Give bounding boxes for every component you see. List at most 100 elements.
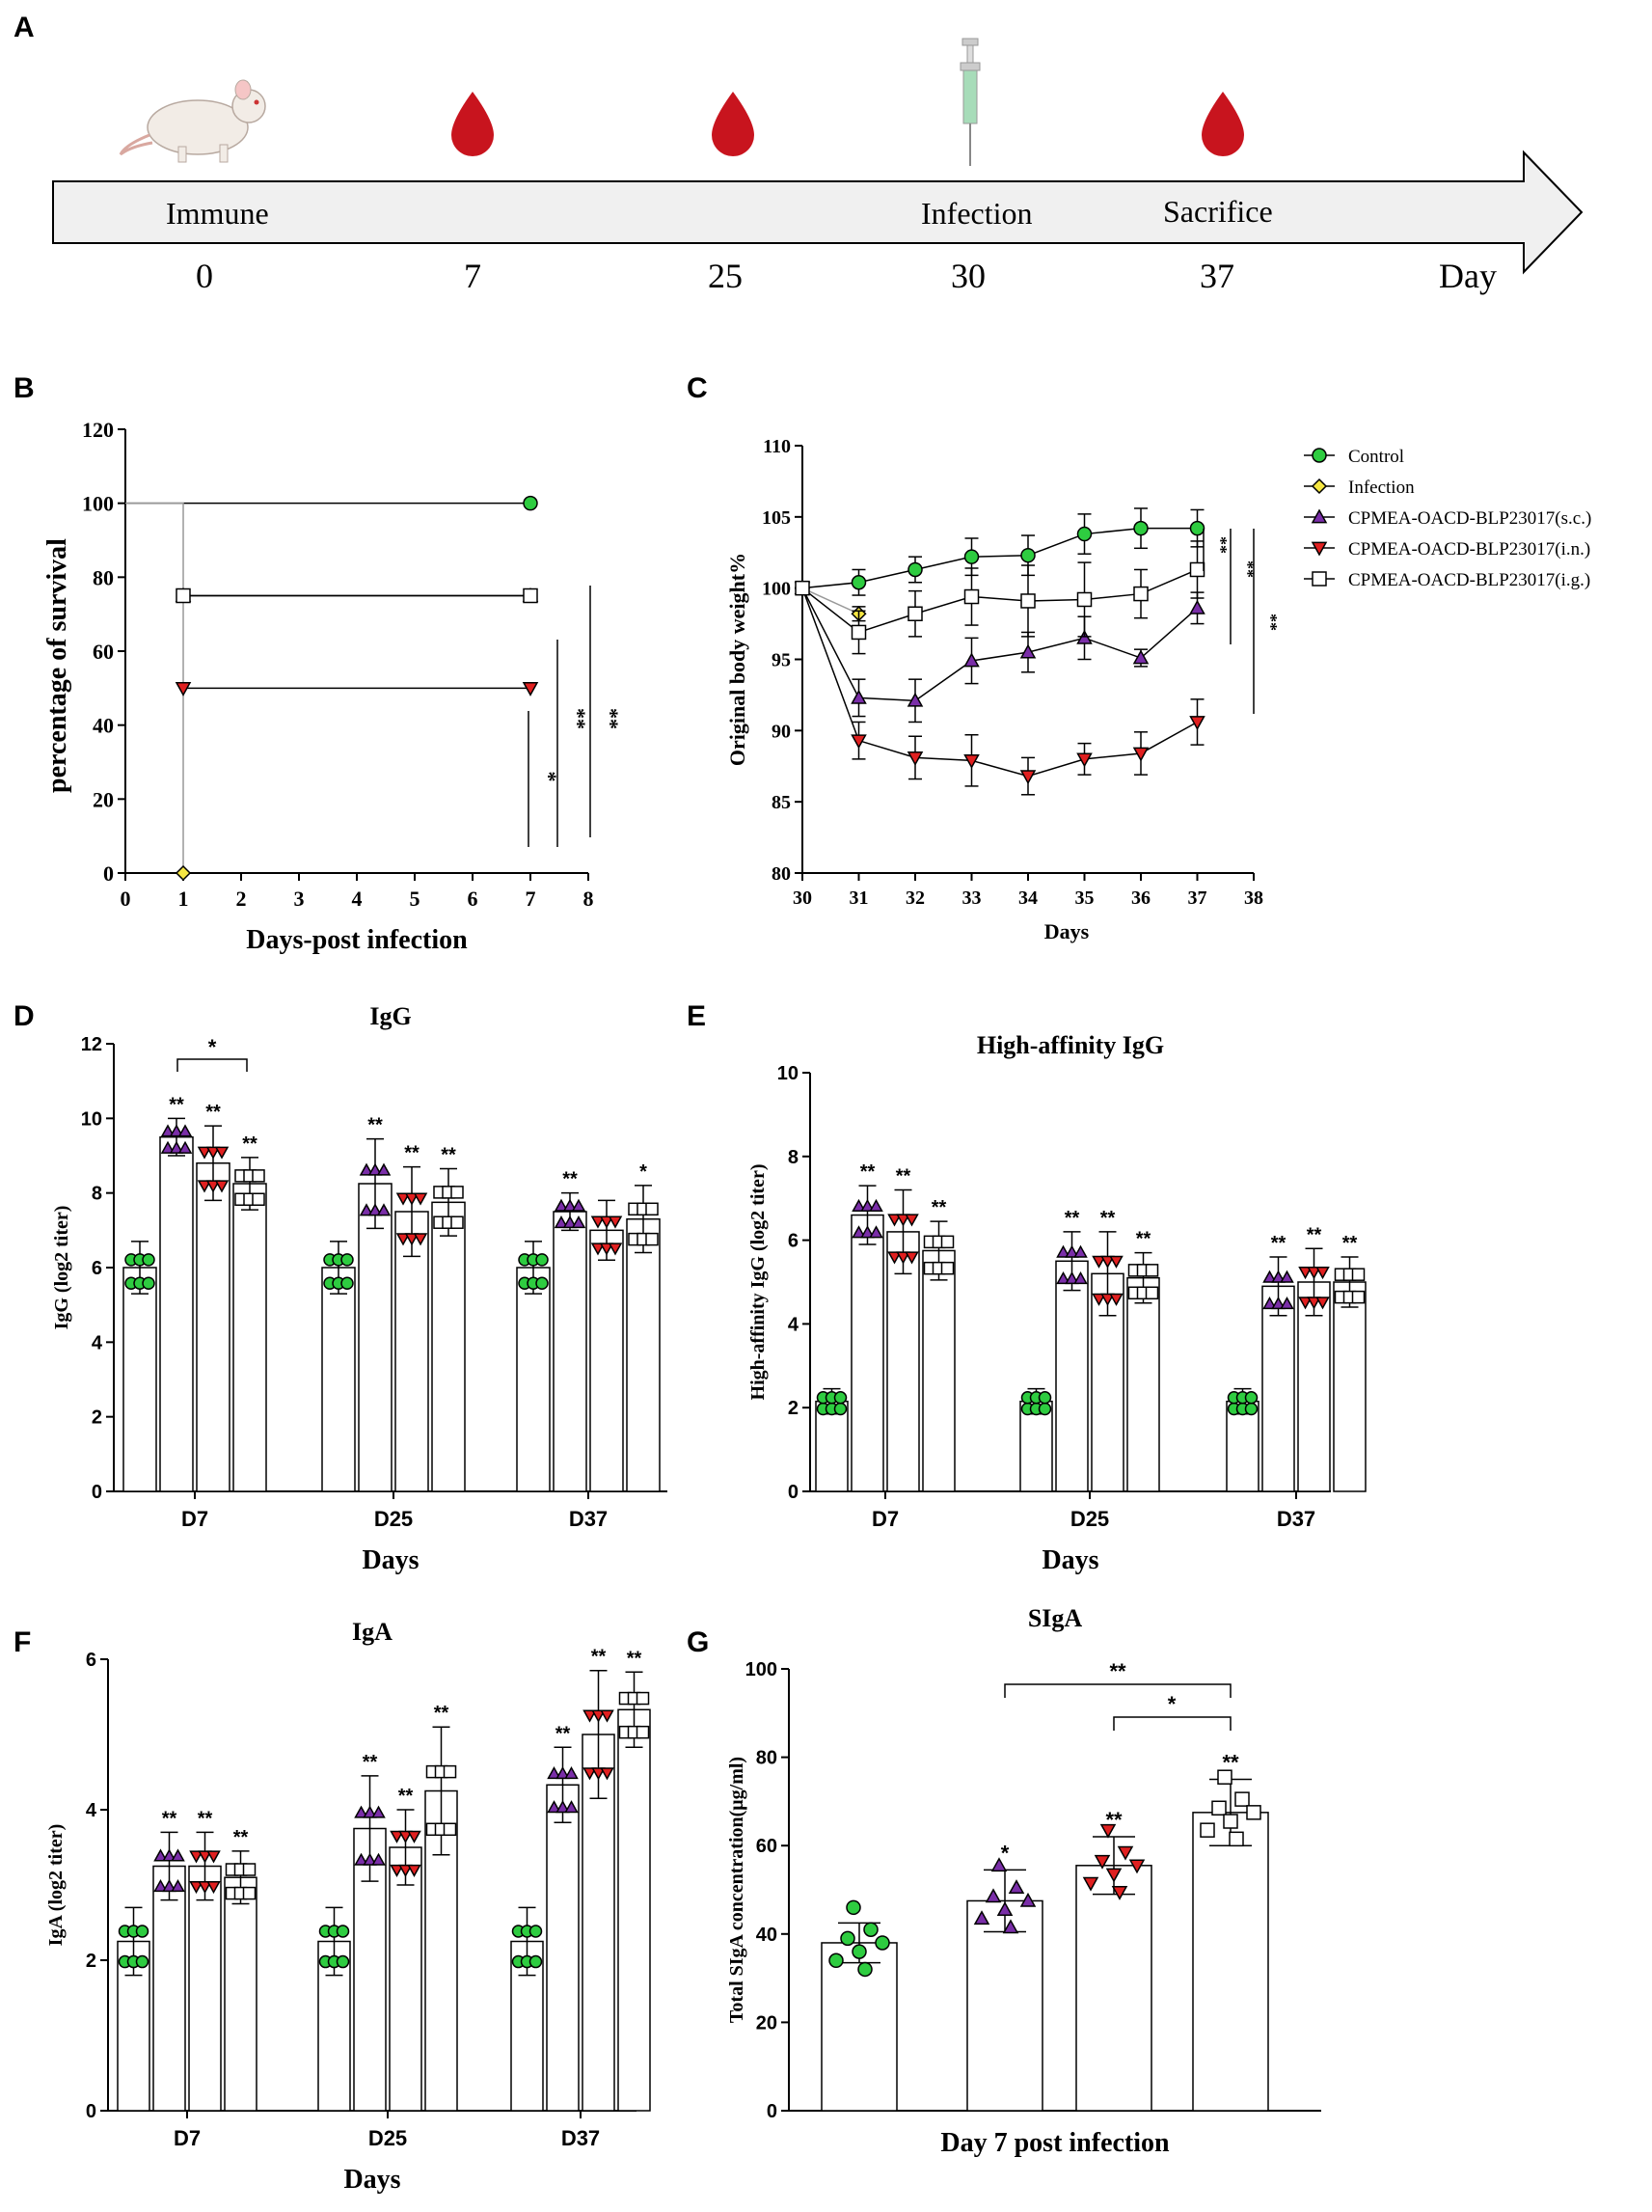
bar bbox=[431, 1201, 466, 1492]
bar bbox=[358, 1183, 393, 1492]
data-point bbox=[1100, 1293, 1115, 1306]
data-point bbox=[590, 1215, 606, 1229]
data-point bbox=[547, 1800, 561, 1814]
y-tick-label: 80 bbox=[93, 565, 114, 589]
significance-star: ** bbox=[566, 708, 590, 729]
data-point bbox=[1351, 1290, 1366, 1304]
data-point bbox=[1315, 1297, 1330, 1310]
significance-star: ** bbox=[1238, 560, 1258, 578]
data-point bbox=[896, 1214, 910, 1227]
data-point bbox=[828, 1953, 844, 1969]
data-point bbox=[851, 734, 867, 750]
data-point bbox=[582, 1767, 597, 1781]
data-point bbox=[1082, 1876, 1099, 1892]
bar bbox=[589, 1229, 624, 1492]
significance-bracket bbox=[1004, 1683, 1232, 1698]
significance-star: ** bbox=[1136, 1229, 1151, 1250]
x-axis-label: Days bbox=[1042, 1545, 1098, 1575]
significance-star: * bbox=[537, 772, 561, 782]
y-tick-label: 100 bbox=[762, 579, 791, 600]
data-point bbox=[860, 1198, 875, 1212]
data-point bbox=[963, 753, 980, 769]
data-point bbox=[1307, 1267, 1321, 1280]
data-point bbox=[554, 1198, 569, 1212]
y-tick-label: 6 bbox=[788, 1231, 799, 1252]
significance-bracket bbox=[1113, 1716, 1232, 1731]
x-tick-label: 5 bbox=[410, 887, 420, 911]
significance-star: ** bbox=[1307, 1224, 1322, 1245]
y-tick-label: 60 bbox=[756, 1836, 777, 1857]
significance-star: ** bbox=[1261, 614, 1281, 631]
data-point bbox=[214, 1180, 230, 1193]
data-point bbox=[852, 1198, 866, 1212]
data-point bbox=[1073, 1270, 1088, 1285]
data-point bbox=[528, 1954, 543, 1969]
bar bbox=[1192, 1812, 1269, 2112]
data-point bbox=[376, 1162, 392, 1176]
data-point bbox=[404, 1192, 420, 1206]
data-point bbox=[197, 1146, 212, 1160]
data-point bbox=[340, 1276, 354, 1290]
bar bbox=[152, 1865, 186, 2112]
data-point bbox=[1076, 526, 1093, 542]
data-point bbox=[875, 1935, 890, 1951]
data-point bbox=[354, 1805, 368, 1818]
data-point bbox=[851, 624, 867, 641]
data-point bbox=[197, 1180, 212, 1193]
blood-drop-icon bbox=[1202, 92, 1244, 156]
data-point bbox=[591, 1767, 606, 1781]
data-point bbox=[142, 1276, 155, 1290]
data-point bbox=[1229, 1831, 1244, 1847]
data-point bbox=[398, 1830, 413, 1843]
blood-drop-icon bbox=[451, 92, 494, 156]
data-point bbox=[1065, 1244, 1079, 1258]
data-point bbox=[395, 1192, 411, 1206]
x-axis-label: Days-post infection bbox=[246, 925, 468, 955]
data-point bbox=[1008, 1879, 1025, 1895]
y-tick-label: 0 bbox=[767, 2101, 777, 2122]
data-point bbox=[176, 587, 191, 604]
weight-line bbox=[801, 568, 1198, 634]
data-point bbox=[252, 1192, 265, 1206]
significance-star: ** bbox=[591, 1647, 607, 1668]
y-axis-label: IgA (log2 titer) bbox=[45, 1824, 67, 1947]
data-point bbox=[162, 1848, 176, 1862]
data-point bbox=[963, 652, 980, 668]
significance-star: ** bbox=[1065, 1208, 1080, 1229]
data-point bbox=[645, 1202, 659, 1216]
bar bbox=[626, 1217, 661, 1492]
data-point bbox=[940, 1261, 955, 1275]
y-tick-label: 0 bbox=[92, 1482, 102, 1503]
bar bbox=[516, 1267, 551, 1492]
data-point bbox=[1315, 1267, 1330, 1280]
y-axis-label: Original body weight% bbox=[725, 553, 749, 766]
y-tick-label: 20 bbox=[756, 2012, 777, 2034]
data-point bbox=[1132, 649, 1150, 665]
data-point bbox=[443, 1822, 457, 1837]
bar bbox=[1055, 1260, 1089, 1492]
day-label-0: 0 bbox=[196, 257, 213, 295]
significance-star: ** bbox=[169, 1094, 184, 1115]
event-infection: Infection bbox=[921, 196, 1033, 231]
data-point bbox=[1109, 1255, 1124, 1269]
data-point bbox=[907, 692, 924, 707]
panel-letter-d: D bbox=[14, 1000, 35, 1032]
x-tick-label: 38 bbox=[1244, 888, 1263, 909]
data-point bbox=[1117, 1845, 1134, 1861]
data-point bbox=[160, 1124, 176, 1137]
data-point bbox=[367, 1162, 383, 1176]
significance-star: ** bbox=[242, 1133, 257, 1155]
data-point bbox=[1019, 770, 1037, 785]
significance-star: ** bbox=[398, 1786, 414, 1807]
y-tick-label: 40 bbox=[93, 714, 114, 738]
bar bbox=[224, 1876, 257, 2112]
data-point bbox=[582, 1709, 597, 1723]
data-point bbox=[205, 1180, 221, 1193]
data-point bbox=[398, 1864, 413, 1877]
data-point bbox=[535, 1276, 549, 1290]
data-point bbox=[554, 1215, 569, 1229]
data-point bbox=[547, 1766, 561, 1780]
y-tick-label: 0 bbox=[103, 861, 114, 886]
iga-chart: 0 2 4 6 IgA Days IgA (log2 titer) ** ** ** D7 ** ** *… bbox=[45, 1618, 651, 2195]
data-point bbox=[1092, 1293, 1106, 1306]
